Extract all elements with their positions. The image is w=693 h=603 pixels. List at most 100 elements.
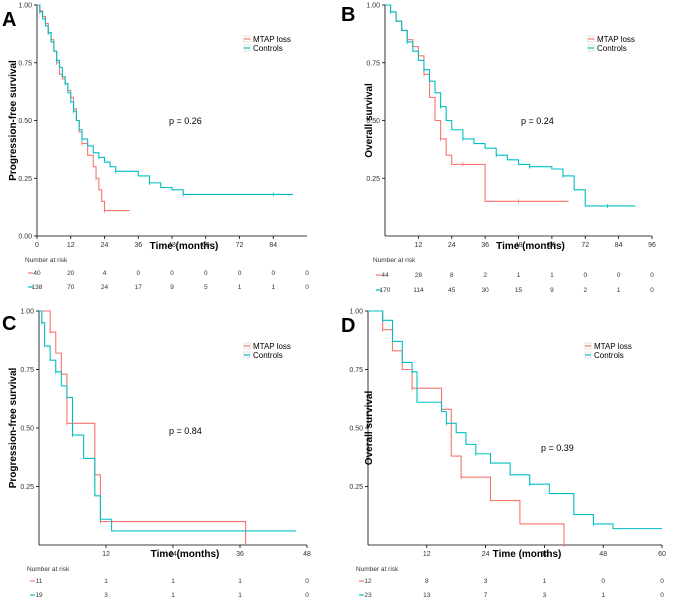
y-tick-label: 1.00	[366, 3, 380, 10]
controls-curve	[39, 310, 296, 532]
panel-letter: C	[2, 313, 16, 335]
controls-curve	[385, 4, 636, 207]
y-tick-label: 1.00	[18, 3, 32, 10]
risk-count: 1	[517, 272, 521, 279]
risk-count: 1	[550, 272, 554, 279]
risk-count: 0	[601, 578, 605, 585]
legend-label: Controls	[253, 351, 283, 360]
risk-count: 1	[171, 592, 175, 599]
y-tick-label: 0.75	[18, 60, 32, 67]
mtap-loss-curve	[39, 310, 247, 545]
risk-count: 28	[415, 272, 423, 279]
x-tick-label: 12	[67, 242, 75, 249]
x-tick-label: 36	[541, 551, 549, 558]
risk-count: 1	[238, 284, 242, 291]
panel-letter: B	[341, 4, 355, 26]
risk-count: 70	[67, 284, 75, 291]
y-tick-label: 0.50	[366, 118, 380, 125]
risk-count: 2	[483, 272, 487, 279]
x-tick-label: 60	[202, 242, 210, 249]
risk-count: 3	[104, 592, 108, 599]
risk-table-title: Number at risk	[27, 566, 70, 573]
risk-count: 1	[601, 592, 605, 599]
panel-letter: D	[341, 315, 355, 337]
risk-count: 19	[35, 592, 43, 599]
x-tick-label: 36	[236, 551, 244, 558]
risk-count: 7	[484, 592, 488, 599]
y-tick-label: 0.25	[18, 176, 32, 183]
risk-count: 0	[650, 287, 654, 294]
risk-count: 12	[364, 578, 372, 585]
risk-count: 11	[36, 578, 43, 585]
risk-count: 138	[32, 284, 43, 291]
legend-label: MTAP loss	[594, 342, 632, 351]
y-tick-label: 0.50	[20, 426, 34, 433]
y-tick-label: 0.75	[366, 60, 380, 67]
x-tick-label: 48	[303, 551, 311, 558]
y-tick-label: 0.50	[18, 118, 32, 125]
risk-count: 1	[238, 578, 242, 585]
risk-count: 0	[305, 578, 309, 585]
x-tick-label: 48	[515, 242, 523, 249]
panel-c: C 1.00 0.75 0.50 0.25 12 24 36 48 Time (months) Pr…	[2, 309, 311, 600]
risk-count: 0	[136, 270, 140, 277]
risk-count: 0	[583, 272, 587, 279]
risk-count: 2	[583, 287, 587, 294]
p-value-label: p = 0.39	[541, 443, 574, 453]
risk-count: 0	[650, 272, 654, 279]
risk-count: 9	[170, 284, 174, 291]
y-tick-label: 0.75	[349, 367, 363, 374]
x-tick-label: 60	[658, 551, 666, 558]
risk-count: 9	[550, 287, 554, 294]
risk-count: 8	[450, 272, 454, 279]
risk-count: 0	[305, 270, 309, 277]
risk-count: 23	[364, 592, 372, 599]
risk-count: 1	[543, 578, 547, 585]
x-tick-label: 0	[35, 242, 39, 249]
risk-count: 30	[482, 287, 490, 294]
x-tick-label: 12	[414, 242, 422, 249]
x-axis-title: Time (months)	[151, 549, 220, 560]
risk-count: 0	[305, 592, 309, 599]
risk-count: 20	[67, 270, 75, 277]
x-tick-label: 72	[236, 242, 244, 249]
risk-count: 40	[33, 270, 41, 277]
risk-table-title: Number at risk	[356, 566, 399, 573]
risk-count: 44	[381, 272, 389, 279]
y-tick-label: 0.00	[18, 234, 32, 241]
risk-count: 17	[135, 284, 143, 291]
controls-curve	[368, 310, 662, 530]
risk-count: 114	[413, 287, 424, 294]
risk-count: 0	[305, 284, 309, 291]
risk-table-title: Number at risk	[25, 257, 68, 264]
y-tick-label: 0.50	[349, 426, 363, 433]
risk-count: 170	[380, 287, 391, 294]
panel-d: D1.00 0.75 0.50 0.25 12 24 36 48 60 Time (months)…	[341, 309, 666, 600]
x-tick-label: 84	[615, 242, 623, 249]
x-tick-label: 24	[101, 242, 109, 249]
y-axis-title: Progression-free survival	[8, 60, 19, 181]
risk-count: 1	[171, 578, 175, 585]
risk-count: 0	[660, 578, 664, 585]
legend-label: MTAP loss	[597, 35, 635, 44]
x-tick-label: 36	[481, 242, 489, 249]
legend-label: MTAP loss	[253, 342, 291, 351]
x-tick-label: 12	[423, 551, 431, 558]
risk-table-title: Number at risk	[373, 257, 416, 264]
risk-count: 3	[484, 578, 488, 585]
controls-curve	[37, 4, 293, 195]
risk-count: 15	[515, 287, 523, 294]
x-tick-label: 48	[168, 242, 176, 249]
x-tick-label: 96	[648, 242, 656, 249]
y-axis-title: Overall survival	[364, 83, 375, 158]
risk-count: 0	[170, 270, 174, 277]
x-axis-title: Time (months)	[496, 241, 565, 252]
risk-count: 0	[271, 270, 275, 277]
risk-count: 0	[238, 270, 242, 277]
x-tick-label: 60	[548, 242, 556, 249]
p-value-label: p = 0.26	[169, 116, 202, 126]
risk-count: 1	[104, 578, 108, 585]
x-tick-label: 24	[169, 551, 177, 558]
